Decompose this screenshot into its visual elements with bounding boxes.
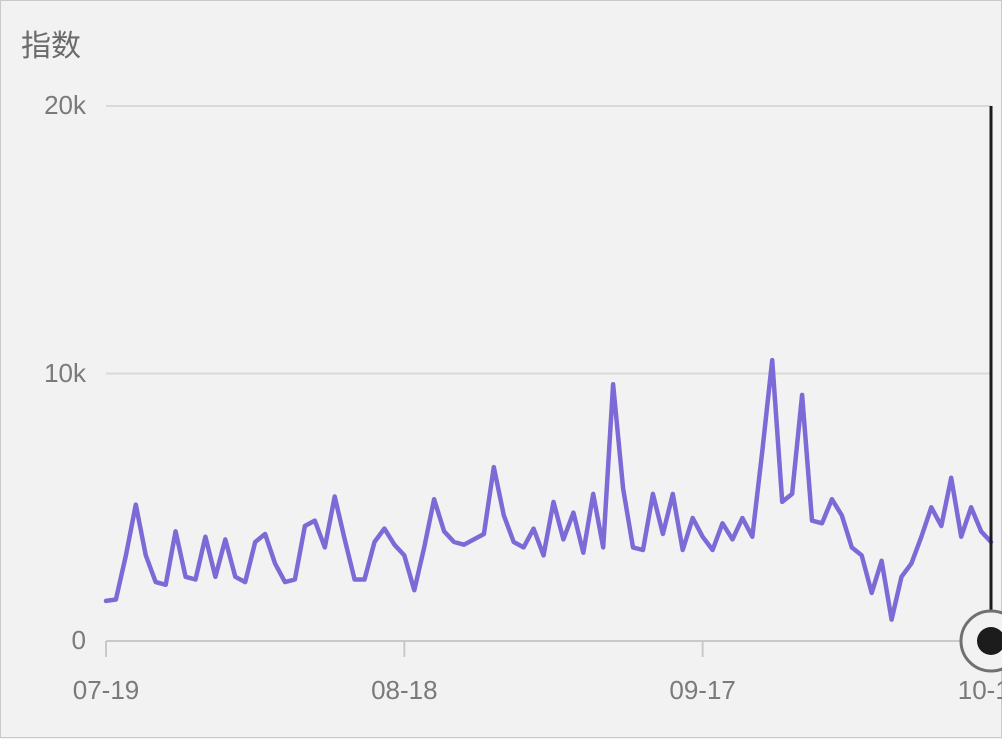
x-tick-label: 09-17 — [653, 675, 753, 706]
x-tick-label: 10-16 — [941, 675, 1002, 706]
cursor-marker[interactable] — [961, 106, 1002, 671]
line-chart: 指数 010k20k 07-1908-1809-1710-16 — [0, 0, 1002, 738]
data-series-line — [106, 360, 991, 619]
y-tick-label: 20k — [16, 90, 86, 121]
x-axis — [106, 641, 991, 657]
gridlines — [106, 106, 991, 374]
y-tick-label: 10k — [16, 358, 86, 389]
y-tick-label: 0 — [16, 625, 86, 656]
x-tick-label: 07-19 — [56, 675, 156, 706]
chart-svg — [1, 1, 1002, 739]
x-tick-label: 08-18 — [354, 675, 454, 706]
